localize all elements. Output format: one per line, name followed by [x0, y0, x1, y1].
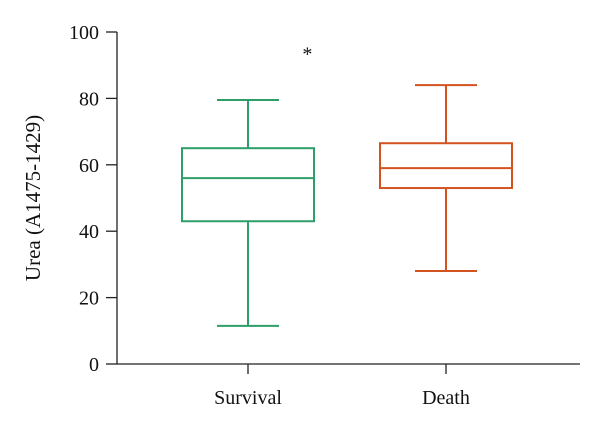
box-survival — [181, 99, 315, 327]
boxes — [181, 84, 513, 327]
asterisk-annotation: * — [302, 44, 312, 66]
y-tick-label: 60 — [79, 155, 99, 177]
x-ticks: Survival Death — [214, 364, 470, 409]
x-tick-label: Death — [422, 387, 470, 409]
interquartile-box — [181, 147, 315, 223]
x-tick-label: Survival — [214, 387, 282, 409]
y-tick-label: 100 — [69, 22, 99, 44]
y-tick-label: 0 — [89, 354, 99, 376]
y-tick-label: 80 — [79, 88, 99, 110]
y-tick-label: 40 — [79, 221, 99, 243]
y-tick-label: 20 — [79, 288, 99, 310]
box-death — [379, 84, 513, 273]
annotations: * — [302, 44, 312, 66]
y-axis-title: Urea (A1475-1429) — [21, 115, 45, 281]
y-ticks: 0 20 40 60 80 100 — [69, 22, 117, 376]
interquartile-box — [379, 142, 513, 190]
axes — [116, 32, 580, 365]
